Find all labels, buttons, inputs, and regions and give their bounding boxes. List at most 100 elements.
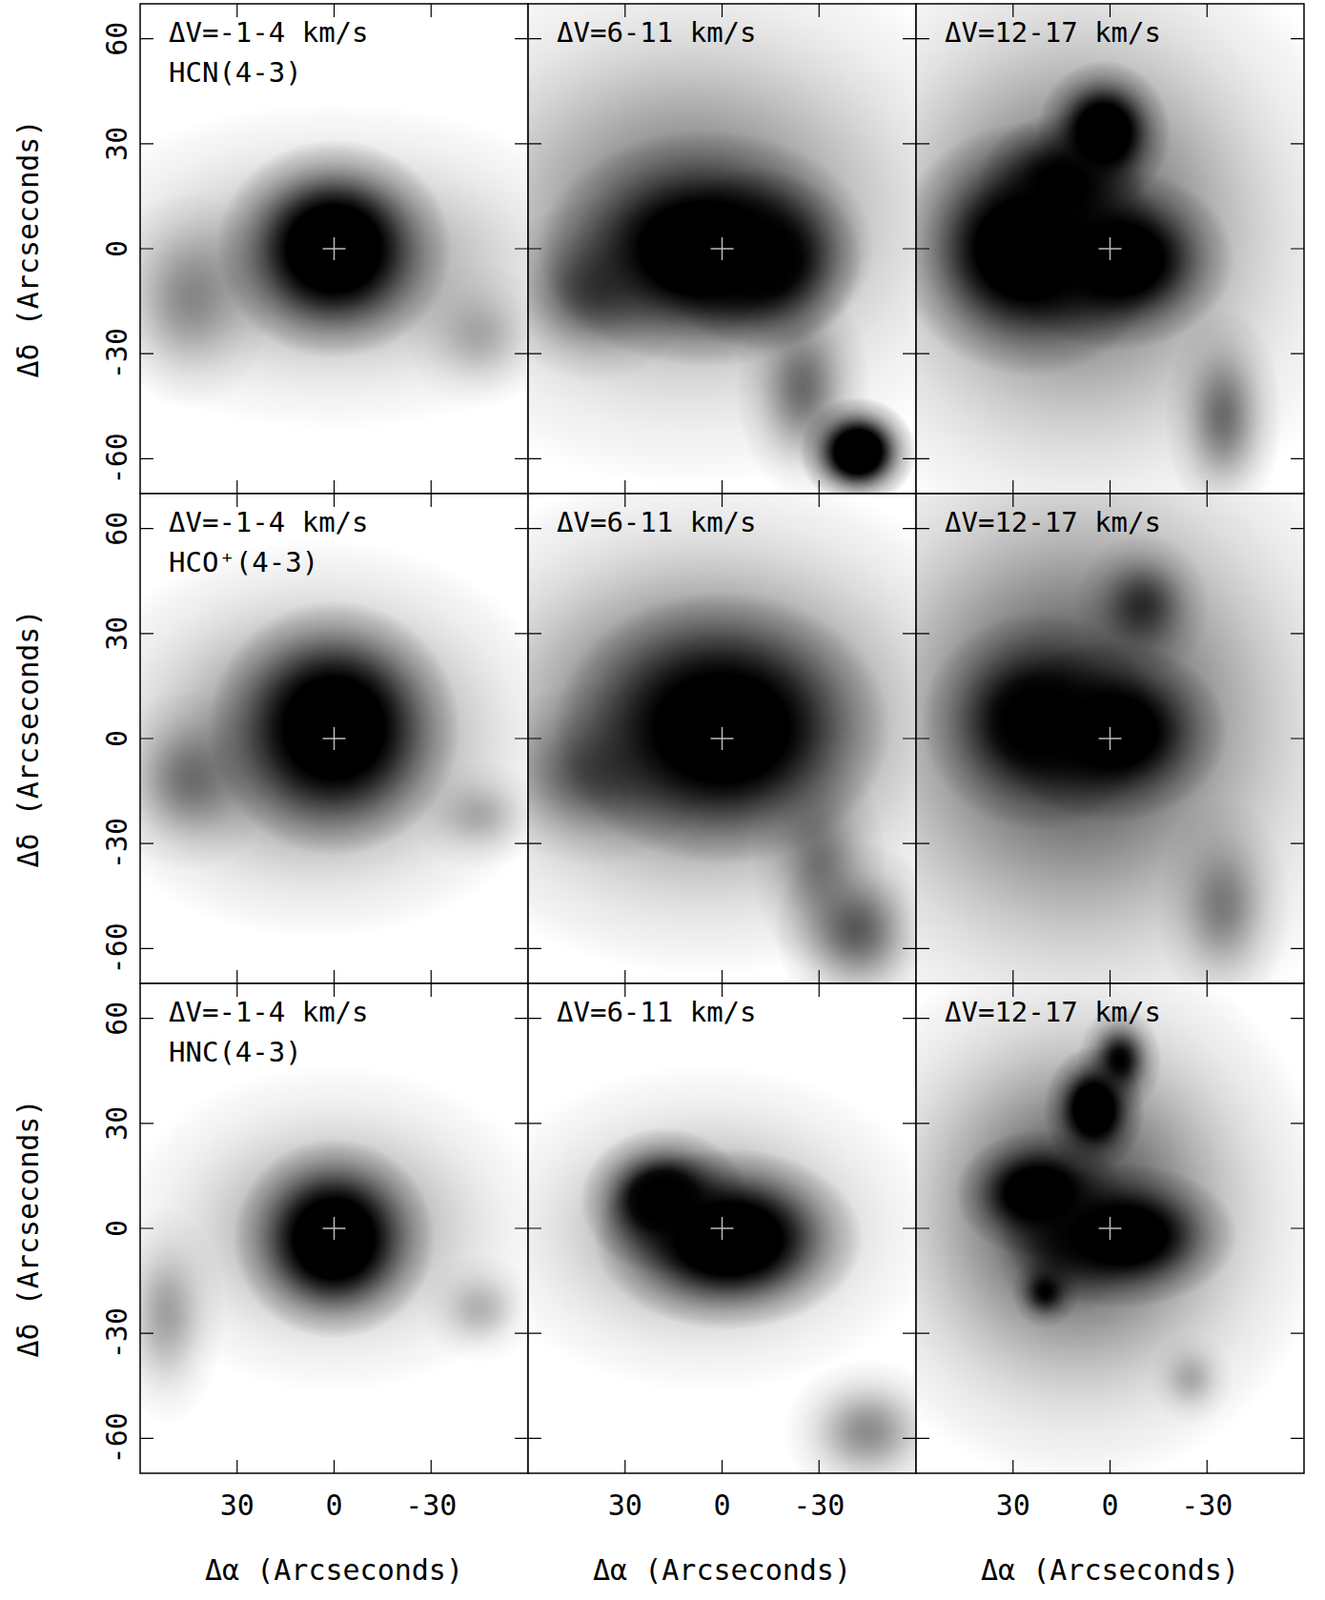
x-tick <box>1206 983 1208 1474</box>
y-tick <box>140 843 529 845</box>
x-tick-label: -30 <box>793 1488 845 1523</box>
line-label: HNC(4-3) <box>168 1036 303 1069</box>
x-tick <box>624 3 626 494</box>
x-tick-label: 0 <box>713 1488 731 1523</box>
y-tick <box>528 142 917 144</box>
y-tick <box>916 737 1305 739</box>
reference-cross <box>711 237 734 261</box>
x-tick <box>430 493 432 984</box>
y-tick <box>140 1122 529 1124</box>
x-tick-label: -30 <box>405 1488 457 1523</box>
x-tick <box>818 3 820 494</box>
y-tick <box>916 1122 1305 1124</box>
y-tick-label: 30 <box>100 1106 134 1142</box>
y-tick <box>140 247 529 249</box>
x-tick <box>1206 493 1208 984</box>
emission-blob <box>420 1254 529 1365</box>
emission-blob <box>916 983 1305 1474</box>
x-tick-label: 0 <box>325 1488 343 1523</box>
y-tick <box>528 458 917 460</box>
y-tick-label: 0 <box>100 1220 134 1238</box>
frame <box>528 3 917 494</box>
line-label: HCN(4-3) <box>168 56 303 89</box>
panel-title: ΔV=12-17 km/s <box>944 16 1162 49</box>
y-axis-title: Δδ (Arcseconds) <box>11 610 45 869</box>
y-tick <box>916 142 1305 144</box>
y-tick <box>140 142 529 144</box>
y-tick <box>916 948 1305 950</box>
intensity-map <box>916 493 1305 984</box>
intensity-map <box>140 493 529 984</box>
figure: -60 -30 0 30 60 ΔV=-1-4 km/s HCN(4-3) Δδ (Arcse… <box>0 0 1325 1600</box>
x-tick <box>1012 493 1014 984</box>
y-tick-label: 30 <box>100 616 134 652</box>
y-tick <box>528 353 917 355</box>
y-tick-label: 0 <box>100 730 134 748</box>
emission-blob <box>1075 532 1210 679</box>
panel-title: ΔV=6-11 km/s <box>556 996 757 1029</box>
panel: -60-3003060ΔV=-1-4 km/sHCO⁺(4-3)Δδ (Arcs… <box>11 493 571 984</box>
x-tick <box>1012 983 1014 1474</box>
panel-title: ΔV=6-11 km/s <box>556 16 757 49</box>
x-tick <box>1012 3 1014 494</box>
frame <box>916 3 1305 494</box>
y-tick-label: -30 <box>100 817 134 870</box>
emission-blob <box>404 263 529 409</box>
panel-title: ΔV=6-11 km/s <box>556 506 757 539</box>
emission-blob <box>233 1139 436 1340</box>
y-tick <box>528 843 917 845</box>
intensity-map <box>140 3 529 494</box>
y-tick-label: 60 <box>100 1001 134 1037</box>
y-tick <box>528 632 917 634</box>
x-tick-label: -30 <box>1181 1488 1233 1523</box>
y-tick <box>140 737 529 739</box>
emission-blob <box>528 1064 917 1393</box>
panel: 300-30ΔV=6-11 km/sΔα (Arcseconds) <box>470 983 953 1588</box>
y-tick-label: 0 <box>100 240 134 258</box>
panel: 300-30-60-3003060ΔV=-1-4 km/sHNC(4-3)Δα … <box>11 983 553 1588</box>
emission-blob <box>140 192 273 411</box>
emission-blob <box>412 760 529 871</box>
reference-cross <box>323 1217 347 1241</box>
frame <box>528 983 917 1474</box>
y-tick-label: -60 <box>100 432 134 485</box>
x-tick-label: 30 <box>220 1488 255 1523</box>
panel: ΔV=12-17 km/s <box>757 375 1325 1067</box>
x-tick <box>1109 493 1111 984</box>
y-tick-label: 60 <box>100 511 134 547</box>
reference-cross <box>711 1217 734 1241</box>
emission-blob <box>140 1206 225 1426</box>
panel: 300-30ΔV=12-17 km/sΔα (Arcseconds) <box>825 937 1325 1588</box>
y-tick <box>916 1438 1305 1440</box>
panel-title: ΔV=-1-4 km/s <box>168 996 369 1029</box>
x-tick-label: 30 <box>608 1488 643 1523</box>
y-tick <box>528 1438 917 1440</box>
y-tick-label: -60 <box>100 922 134 975</box>
panel-title: ΔV=12-17 km/s <box>944 996 1162 1029</box>
y-tick <box>140 632 529 634</box>
emission-blob <box>1011 1255 1080 1328</box>
y-tick <box>916 1333 1305 1335</box>
x-tick <box>721 493 723 984</box>
frame <box>140 983 529 1474</box>
y-tick <box>528 737 917 739</box>
reference-cross <box>1099 727 1122 751</box>
intensity-map <box>528 493 917 984</box>
y-tick <box>916 247 1305 249</box>
x-tick <box>1206 3 1208 494</box>
y-tick <box>916 353 1305 355</box>
x-tick <box>333 983 335 1474</box>
y-tick <box>916 1227 1305 1229</box>
emission-blob <box>1148 1333 1233 1425</box>
reference-cross <box>1099 237 1122 261</box>
y-tick <box>140 1227 529 1229</box>
x-tick <box>430 983 432 1474</box>
reference-cross <box>711 727 734 751</box>
intensity-map <box>528 3 917 494</box>
x-axis-title: Δα (Arcseconds) <box>204 1553 464 1588</box>
y-tick-label: -60 <box>100 1412 134 1465</box>
y-tick <box>140 1438 529 1440</box>
y-tick <box>528 247 917 249</box>
y-tick <box>528 1333 917 1335</box>
y-tick <box>528 1122 917 1124</box>
